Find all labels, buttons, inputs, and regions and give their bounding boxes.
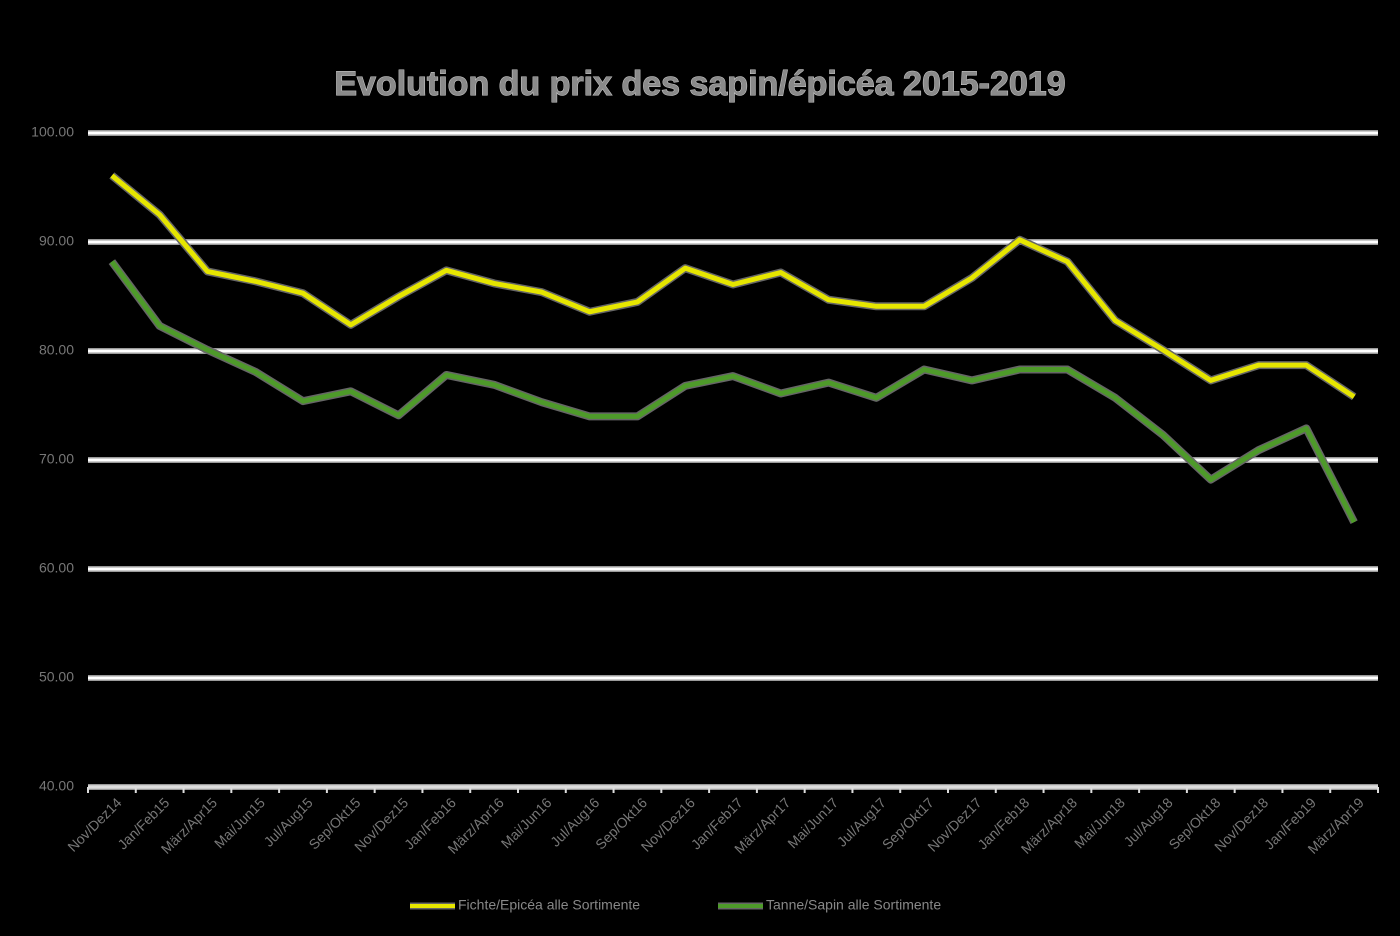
x-tick-label: Mai/Jun18 xyxy=(1071,794,1128,851)
y-tick-label: 50.00 xyxy=(39,669,74,685)
x-tick-label: Nov/Dez14 xyxy=(64,794,124,854)
series-line xyxy=(109,260,1357,524)
y-tick-label: 70.00 xyxy=(39,451,74,467)
x-tick-label: Mai/Jun15 xyxy=(211,794,268,851)
y-tick-label: 100.00 xyxy=(31,124,74,140)
chart-title: Evolution du prix des sapin/épicéa 2015-… xyxy=(334,65,1065,103)
y-tick-label: 60.00 xyxy=(39,560,74,576)
x-tick-label: Mai/Jun17 xyxy=(784,794,841,851)
legend-label: Fichte/Epicéa alle Sortimente xyxy=(458,897,640,913)
x-tick-label: Mai/Jun16 xyxy=(498,794,555,851)
y-tick-label: 40.00 xyxy=(39,778,74,794)
series-line-outline xyxy=(108,259,1358,524)
y-tick-label: 90.00 xyxy=(39,233,74,249)
legend-label: Tanne/Sapin alle Sortimente xyxy=(766,897,941,913)
series-line xyxy=(110,173,1356,399)
y-tick-label: 80.00 xyxy=(39,342,74,358)
